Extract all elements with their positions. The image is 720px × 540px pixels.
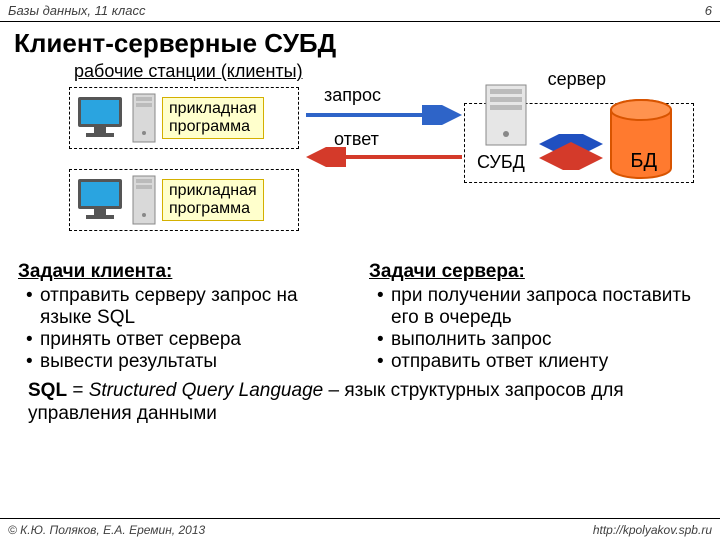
page-number: 6 [705,3,712,18]
server-tasks-list: при получении запроса поставить его в оч… [369,285,702,372]
clients-label: рабочие станции (клиенты) [74,61,303,82]
client-workstation-1: прикладная программа [69,87,299,149]
source-url: http://kpolyakov.spb.ru [593,523,712,537]
monitor-icon [76,95,126,141]
sql-definition: SQL = Structured Query Language – язык с… [0,372,720,426]
page-title: Клиент-серверные СУБД [0,22,720,61]
dbms-db-arrows-icon [537,134,605,170]
server-tasks: Задачи сервера: при получении запроса по… [369,261,702,372]
list-item: принять ответ сервера [40,329,351,351]
list-item: вывести результаты [40,351,351,373]
list-item: отправить ответ клиенту [391,351,702,373]
list-item: выполнить запрос [391,329,702,351]
request-label: запрос [324,85,381,106]
response-label: ответ [334,129,379,150]
header-bar: Базы данных, 11 класс 6 [0,0,720,22]
server-tower-icon [485,84,527,146]
app-program-label-1: прикладная программа [162,97,264,138]
architecture-diagram: рабочие станции (клиенты) сервер приклад… [14,61,706,261]
footer-bar: © К.Ю. Поляков, Е.А. Еремин, 2013 http:/… [0,518,720,540]
client-workstation-2: прикладная программа [69,169,299,231]
list-item: при получении запроса поставить его в оч… [391,285,702,329]
server-label: сервер [548,69,606,90]
request-arrow-icon [304,105,464,125]
server-tasks-title: Задачи сервера: [369,261,525,282]
dbms-label: СУБД [477,152,525,173]
copyright: © К.Ю. Поляков, Е.А. Еремин, 2013 [8,523,205,537]
client-tasks: Задачи клиента: отправить серверу запрос… [18,261,351,372]
tower-icon [132,175,156,225]
tower-icon [132,93,156,143]
header-left: Базы данных, 11 класс [8,3,145,18]
sql-expansion: Structured Query Language [89,380,324,401]
list-item: отправить серверу запрос на языке SQL [40,285,351,329]
response-arrow-icon [304,147,464,167]
server-box: СУБД БД [464,103,694,183]
sql-abbr: SQL [28,380,67,401]
db-label: БД [630,150,657,173]
tasks-section: Задачи клиента: отправить серверу запрос… [0,261,720,372]
monitor-icon [76,177,126,223]
client-tasks-list: отправить серверу запрос на языке SQL пр… [18,285,351,372]
client-tasks-title: Задачи клиента: [18,261,172,282]
app-program-label-2: прикладная программа [162,179,264,220]
